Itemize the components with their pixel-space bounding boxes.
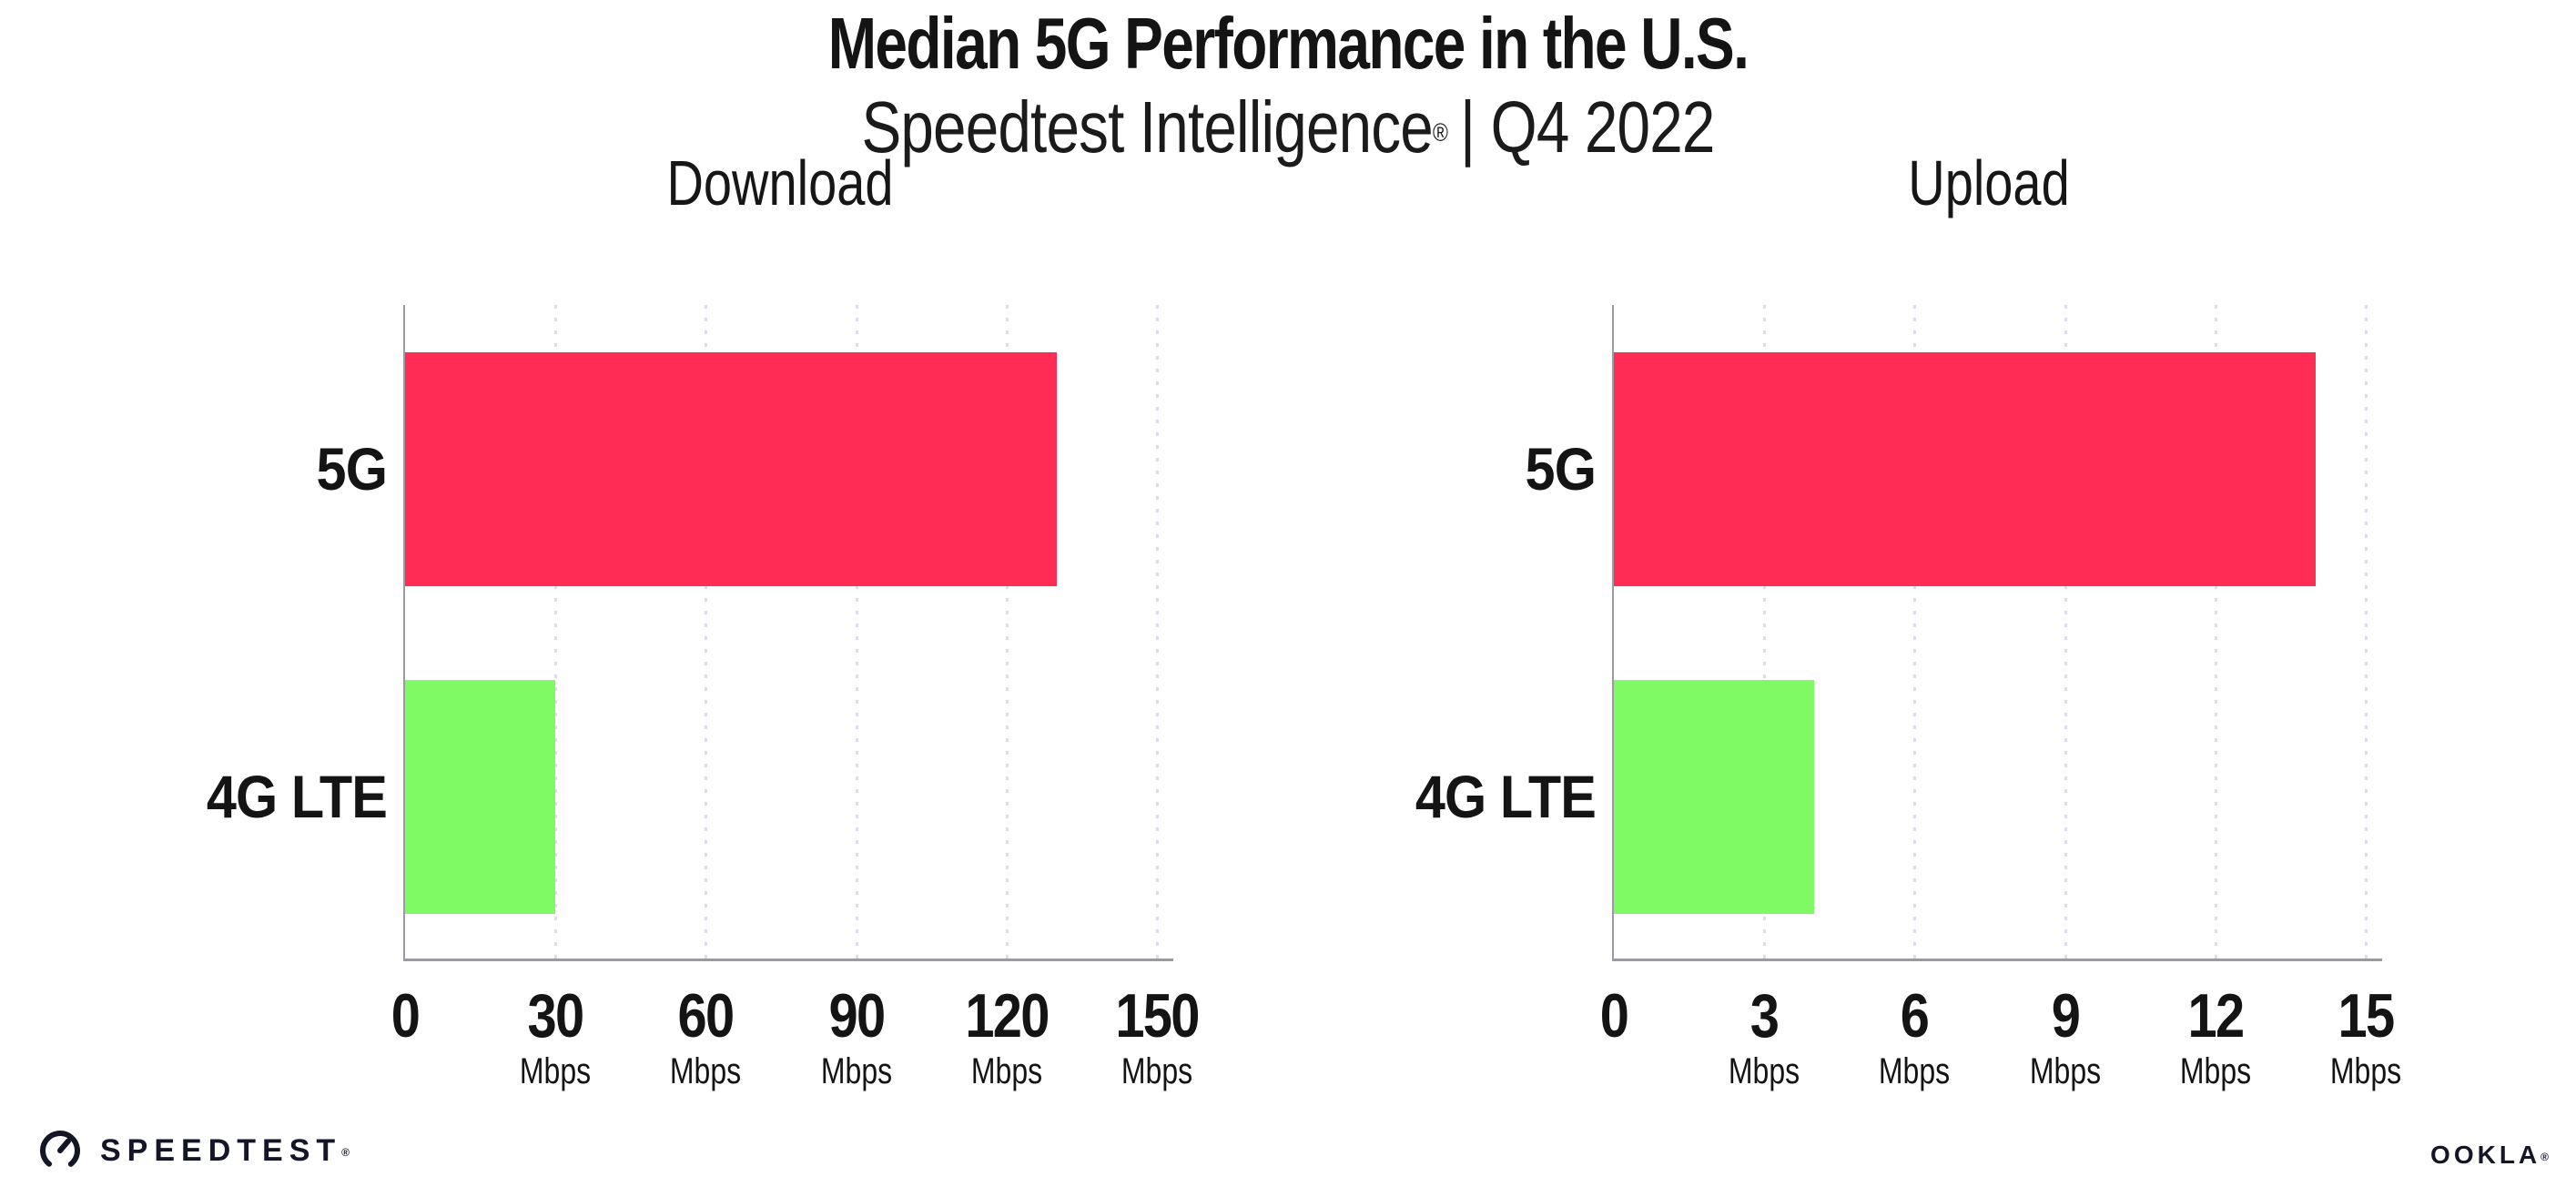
gridline bbox=[2064, 305, 2067, 961]
category-label-5g: 5G bbox=[316, 435, 388, 502]
x-tick-unit: Mbps bbox=[2029, 1051, 2101, 1091]
x-tick-value: 3 bbox=[1749, 981, 1780, 1050]
plot-area-upload: 0 3 Mbps 6 Mbps 9 Mbps 12 Mbps 15 Mbps 5G 4G LTE bbox=[1415, 305, 2401, 1090]
subtitle-period: | Q4 2022 bbox=[1459, 86, 1715, 167]
registered-mark: ® bbox=[1432, 118, 1448, 147]
facet-download: Download 0 30 Mbps 60 Mbps 90 Mbps 120 Mbps 150 Mbp… bbox=[207, 144, 1201, 1090]
x-tick: 6 Mbps bbox=[1870, 981, 1959, 1091]
x-tick: 0 bbox=[1597, 981, 1630, 1050]
x-tick: 150 Mbps bbox=[1108, 981, 1205, 1091]
x-tick: 9 Mbps bbox=[2021, 981, 2110, 1091]
category-label-4g-lte: 4G LTE bbox=[206, 763, 388, 830]
gridline bbox=[1156, 305, 1159, 961]
ookla-registered-mark: ® bbox=[2541, 1151, 2549, 1163]
bar-download-5g bbox=[405, 351, 1057, 586]
x-tick: 120 Mbps bbox=[958, 981, 1055, 1091]
speedtest-gauge-icon bbox=[38, 1129, 82, 1172]
bar-upload-5g bbox=[1614, 351, 2316, 586]
x-tick-unit: Mbps bbox=[1729, 1051, 1800, 1091]
x-tick-unit: Mbps bbox=[2329, 1051, 2402, 1091]
category-label-5g: 5G bbox=[1525, 435, 1597, 502]
x-tick-value: 12 bbox=[2187, 981, 2245, 1050]
x-tick: 3 Mbps bbox=[1719, 981, 1809, 1091]
facet-title-download: Download bbox=[666, 147, 894, 218]
x-tick-value: 0 bbox=[390, 981, 421, 1050]
gridline bbox=[1005, 305, 1009, 961]
x-tick-value: 9 bbox=[2051, 981, 2080, 1050]
facet-upload: Upload 0 3 Mbps 6 Mbps 9 Mbps 12 Mbps 15 Mbps 5G 4G L… bbox=[1415, 144, 2401, 1090]
gridline bbox=[705, 305, 708, 961]
plot-area-download: 0 30 Mbps 60 Mbps 90 Mbps 120 Mbps 150 Mbps 5G 4G LT… bbox=[207, 305, 1200, 1090]
x-tick-unit: Mbps bbox=[1121, 1051, 1193, 1091]
x-tick-value: 60 bbox=[677, 981, 735, 1050]
gridline bbox=[1763, 305, 1767, 961]
x-tick-value: 90 bbox=[828, 981, 886, 1050]
x-tick: 60 Mbps bbox=[661, 981, 750, 1091]
speedtest-wordmark: SPEEDTEST® bbox=[100, 1133, 350, 1168]
ookla-logo: OOKLA® bbox=[2430, 1141, 2549, 1169]
x-tick-value: 6 bbox=[1901, 981, 1930, 1050]
x-tick-unit: Mbps bbox=[1879, 1051, 1951, 1091]
subtitle-brand: Speedtest Intelligence bbox=[861, 86, 1433, 167]
speedtest-logo: SPEEDTEST® bbox=[38, 1129, 350, 1172]
page-title: Median 5G Performance in the U.S. bbox=[827, 3, 1749, 84]
ookla-wordmark: OOKLA bbox=[2430, 1141, 2541, 1169]
x-tick: 12 Mbps bbox=[2171, 981, 2260, 1091]
x-tick-value: 15 bbox=[2338, 981, 2396, 1050]
gridline bbox=[1913, 305, 1917, 961]
x-tick: 90 Mbps bbox=[812, 981, 901, 1091]
x-tick: 30 Mbps bbox=[511, 981, 600, 1091]
facet-title-upload: Upload bbox=[1908, 147, 2070, 218]
x-tick: 15 Mbps bbox=[2321, 981, 2410, 1091]
x-tick-unit: Mbps bbox=[670, 1051, 742, 1091]
x-tick-unit: Mbps bbox=[520, 1051, 592, 1091]
x-tick-value: 120 bbox=[965, 981, 1050, 1050]
gridline bbox=[2365, 305, 2368, 961]
gridline bbox=[2214, 305, 2217, 961]
x-tick-unit: Mbps bbox=[2179, 1051, 2251, 1091]
gridline bbox=[554, 305, 558, 961]
speedtest-registered-mark: ® bbox=[341, 1146, 350, 1159]
category-label-4g-lte: 4G LTE bbox=[1415, 763, 1597, 830]
x-tick-value: 150 bbox=[1115, 981, 1200, 1050]
page-subtitle: Speedtest Intelligence® | Q4 2022 bbox=[232, 86, 2345, 169]
x-tick-value: 0 bbox=[1599, 981, 1629, 1050]
bar-download-4g-lte bbox=[405, 679, 556, 915]
x-tick-unit: Mbps bbox=[970, 1051, 1042, 1091]
x-tick: 0 bbox=[389, 981, 421, 1050]
bar-upload-4g-lte bbox=[1614, 679, 1815, 915]
gridline bbox=[855, 305, 858, 961]
x-tick-unit: Mbps bbox=[820, 1051, 892, 1091]
x-tick-value: 30 bbox=[527, 981, 585, 1050]
